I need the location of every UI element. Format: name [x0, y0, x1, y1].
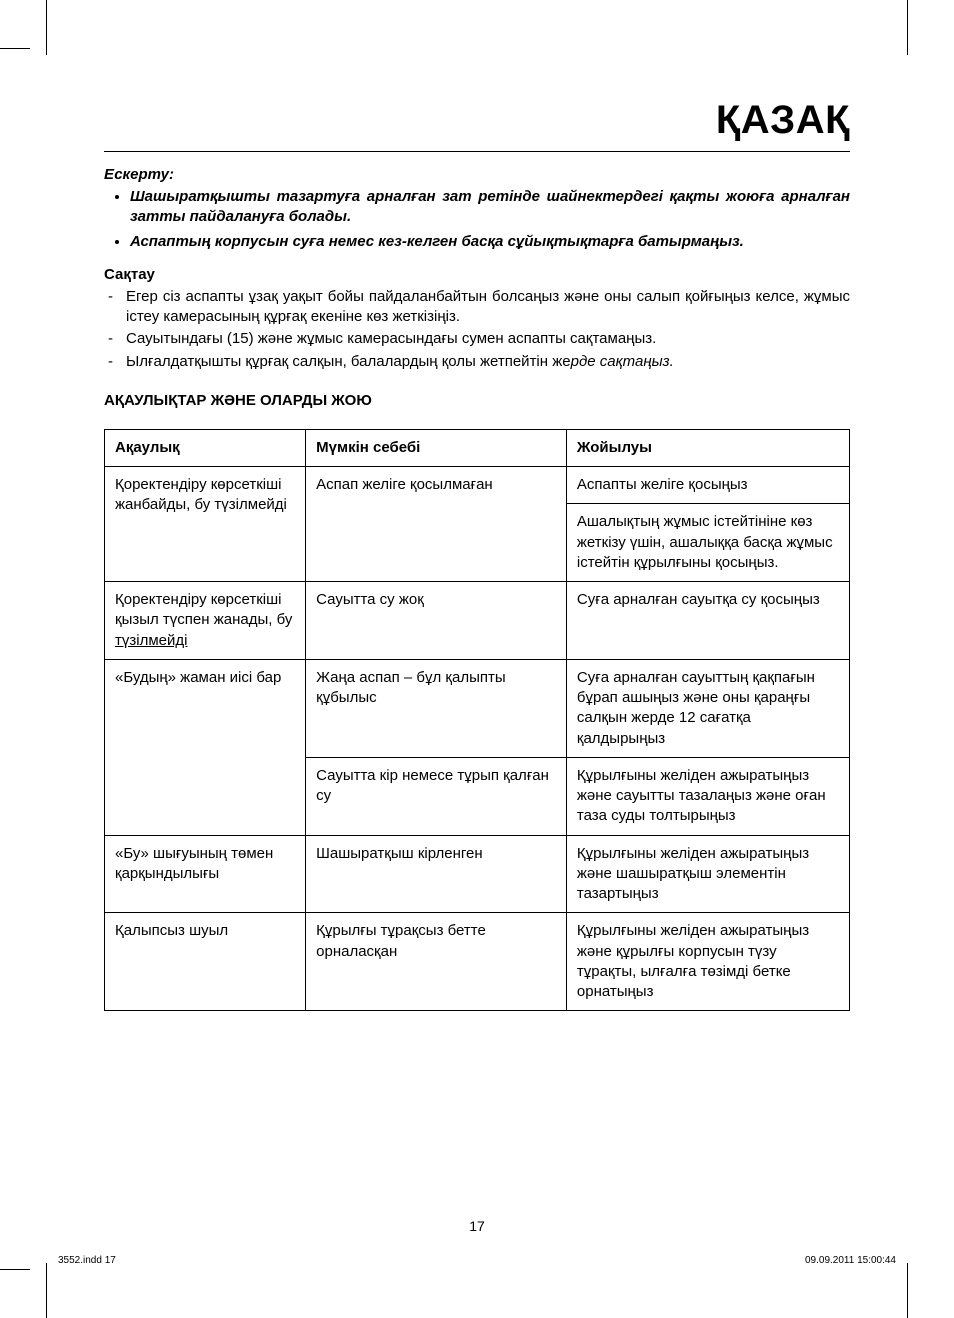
note-item: Аспаптың корпусын суға немес кез-келген …	[130, 232, 850, 252]
storage-item: Егер сіз аспапты ұзақ уақыт бойы пайдала…	[126, 287, 850, 328]
note-list: Шашыратқышты тазартуға арналған зат реті…	[104, 187, 850, 252]
note-item: Шашыратқышты тазартуға арналған зат реті…	[130, 187, 850, 228]
cell-fix: Суға арналған сауыттың қақпағын бұрап аш…	[566, 659, 849, 757]
crop-mark	[46, 0, 47, 55]
footer-timestamp: 09.09.2011 15:00:44	[805, 1255, 896, 1266]
cell-fix: Аспапты желіге қосыңыз	[566, 467, 849, 504]
cell-text: Қоректендіру көрсеткіші қызыл түспен жан…	[115, 591, 292, 628]
cell-fix: Ашалықтың жұмыс істейтініне көз жеткізу …	[566, 504, 849, 582]
th-cause: Мүмкін себебі	[306, 429, 567, 466]
storage-list: Егер сіз аспапты ұзақ уақыт бойы пайдала…	[104, 287, 850, 372]
crop-mark	[907, 0, 908, 55]
note-label: Ескерту:	[104, 166, 850, 183]
cell-fault: «Будың» жаман иісі бар	[105, 659, 306, 835]
storage-text-italic: рде сақтаңыз.	[571, 353, 674, 370]
table-row: Қоректендіру көрсеткіші жанбайды, бу түз…	[105, 467, 850, 504]
cell-fix: Құрылғыны желіден ажыратыңыз және шашыра…	[566, 835, 849, 913]
cell-cause: Аспап желіге қосылмаған	[306, 467, 567, 582]
language-title: ҚАЗАҚ	[104, 98, 850, 152]
crop-mark	[46, 1263, 47, 1318]
cell-fault: Қоректендіру көрсеткіші қызыл түспен жан…	[105, 582, 306, 660]
th-fix: Жойылуы	[566, 429, 849, 466]
storage-heading: Сақтау	[104, 266, 850, 283]
table-row: «Бу» шығуының төмен қарқындылығы Шашырат…	[105, 835, 850, 913]
cell-cause: Құрылғы тұрақсыз бетте орналасқан	[306, 913, 567, 1011]
cell-fix: Құрылғыны желіден ажыратыңыз және сауытт…	[566, 757, 849, 835]
crop-mark	[0, 1269, 30, 1270]
print-sheet: ҚАЗАҚ Ескерту: Шашыратқышты тазартуға ар…	[0, 0, 954, 1318]
th-fault: Ақаулық	[105, 429, 306, 466]
storage-item: Сауытындағы (15) және жұмыс камерасындағ…	[126, 329, 850, 349]
crop-mark	[907, 1263, 908, 1318]
cell-cause: Жаңа аспап – бұл қалыпты құбылыс	[306, 659, 567, 757]
cell-fix: Құрылғыны желіден ажыратыңыз және құрылғ…	[566, 913, 849, 1011]
cell-cause: Сауытта кір немесе тұрып қалған су	[306, 757, 567, 835]
table-row: Қоректендіру көрсеткіші қызыл түспен жан…	[105, 582, 850, 660]
page-content: ҚАЗАҚ Ескерту: Шашыратқышты тазартуға ар…	[104, 98, 850, 1258]
table-header-row: Ақаулық Мүмкін себебі Жойылуы	[105, 429, 850, 466]
cell-fault: Қоректендіру көрсеткіші жанбайды, бу түз…	[105, 467, 306, 582]
cell-cause: Сауытта су жоқ	[306, 582, 567, 660]
cell-fault: «Бу» шығуының төмен қарқындылығы	[105, 835, 306, 913]
cell-fault: Қалыпсыз шуыл	[105, 913, 306, 1011]
print-footer: 3552.indd 17 09.09.2011 15:00:44	[58, 1255, 896, 1266]
crop-mark	[0, 48, 30, 49]
cell-cause: Шашыратқыш кірленген	[306, 835, 567, 913]
cell-text-underline: түзілмейді	[115, 632, 187, 649]
table-row: «Будың» жаман иісі бар Жаңа аспап – бұл …	[105, 659, 850, 757]
storage-text-plain: Ылғалдатқышты құрғақ салқын, балалардың …	[126, 353, 571, 370]
footer-filename: 3552.indd 17	[58, 1255, 116, 1266]
troubleshooting-heading: АҚАУЛЫҚТАР ЖӘНЕ ОЛАРДЫ ЖОЮ	[104, 392, 850, 409]
cell-fix: Суға арналған сауытқа су қосыңыз	[566, 582, 849, 660]
storage-item: Ылғалдатқышты құрғақ салқын, балалардың …	[126, 352, 850, 372]
table-row: Қалыпсыз шуыл Құрылғы тұрақсыз бетте орн…	[105, 913, 850, 1011]
troubleshooting-table: Ақаулық Мүмкін себебі Жойылуы Қоректенді…	[104, 429, 850, 1012]
page-number: 17	[0, 1218, 954, 1234]
